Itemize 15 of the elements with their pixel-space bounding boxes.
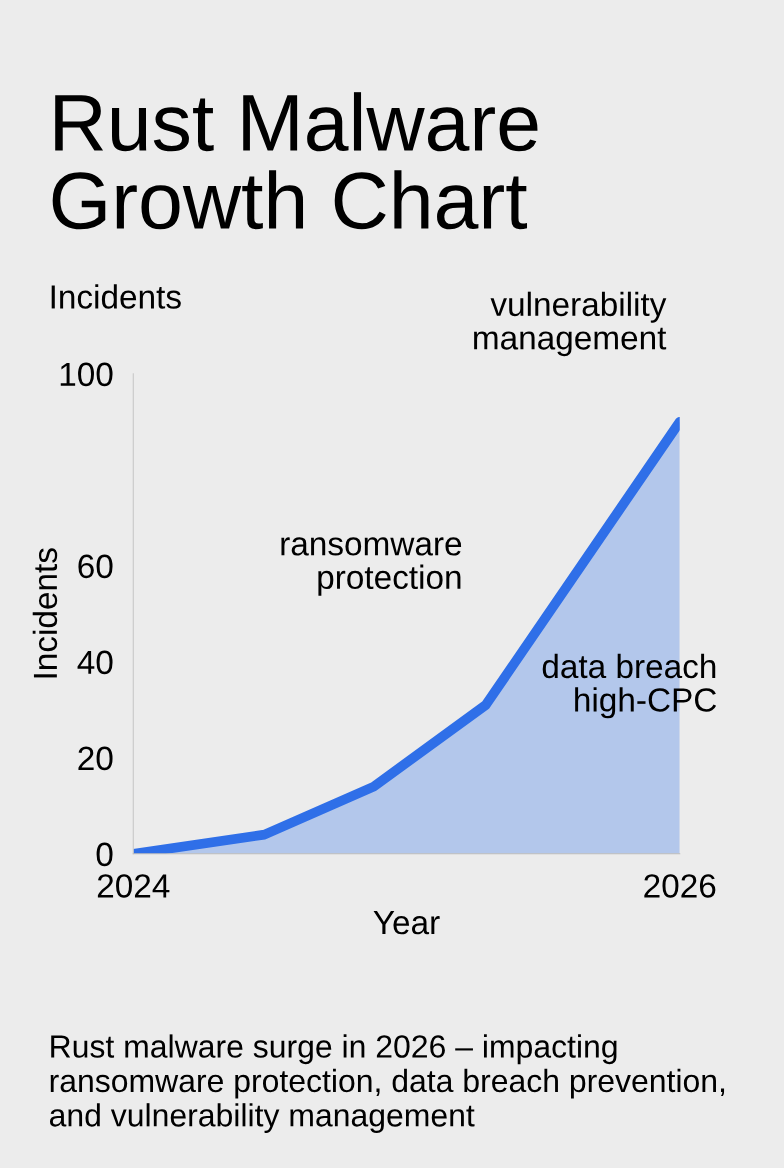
chart-subtitle: Incidents <box>51 284 181 309</box>
x-tick-label: 2026 <box>644 874 716 898</box>
annotation: data breach high-CPC <box>542 653 717 719</box>
y-tick-label: 60 <box>78 554 113 579</box>
chart-title: Rust Malware Growth Chart <box>52 92 538 230</box>
annotation: ransomware protection <box>281 537 462 596</box>
y-axis-title: Incidents <box>32 548 58 678</box>
text: vulnerability management <box>474 291 667 357</box>
y-tick-label: 40 <box>77 650 113 675</box>
x-axis-title: Year <box>373 911 440 935</box>
text: Rust malware surge in 2026 – impacting ransomware protection, data breach prevention, and vulnerability management <box>49 1034 725 1133</box>
x-tick-label: 2024 <box>97 874 170 898</box>
y-tick-label: 0 <box>96 842 113 867</box>
y-tick-label: 100 <box>60 362 113 387</box>
y-tick-label: 20 <box>78 746 113 771</box>
